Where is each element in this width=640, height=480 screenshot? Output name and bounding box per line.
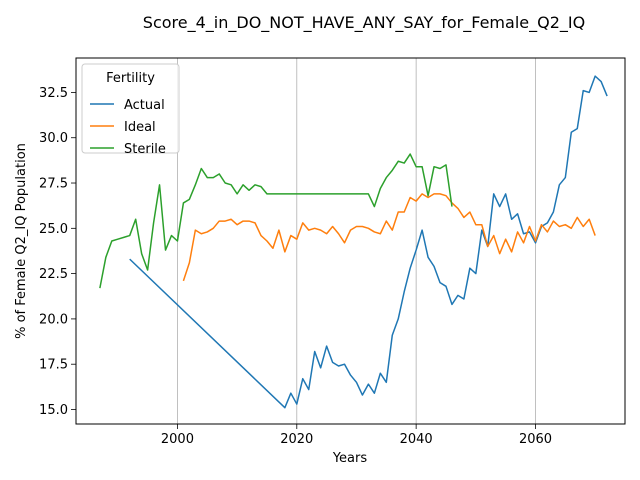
y-tick-label: 32.5 (39, 86, 68, 101)
y-tick-label: 15.0 (39, 403, 68, 418)
legend-label-actual: Actual (124, 98, 165, 113)
y-axis-label: % of Female Q2_IQ Population (14, 143, 29, 339)
y-tick-label: 17.5 (39, 358, 68, 373)
legend-box (81, 63, 180, 154)
legend-label-ideal: Ideal (124, 120, 156, 135)
legend-label-sterile: Sterile (124, 142, 166, 157)
y-tick-label: 22.5 (39, 267, 68, 282)
x-tick-label: 2020 (280, 432, 313, 447)
plot-frame (75, 57, 626, 425)
series-lines (99, 75, 608, 409)
y-axis-ticks: 15.0 17.5 20.0 22.5 25.0 27.5 30.0 32.5 (39, 86, 76, 418)
y-tick-label: 30.0 (39, 131, 68, 146)
x-tick-label: 2040 (400, 432, 433, 447)
y-tick-label: 20.0 (39, 312, 68, 327)
series-line-sterile (99, 153, 453, 289)
series-line-ideal (182, 193, 596, 282)
x-tick-label: 2060 (519, 432, 552, 447)
x-tick-label: 2000 (161, 432, 194, 447)
y-tick-label: 25.0 (39, 222, 68, 237)
x-axis-ticks: 2000 2020 2040 2060 (161, 424, 552, 447)
y-tick-label: 27.5 (39, 177, 68, 192)
legend: Fertility Actual Ideal Sterile (81, 63, 180, 157)
chart-title: Score_4_in_DO_NOT_HAVE_ANY_SAY_for_Femal… (143, 13, 585, 33)
legend-title: Fertility (106, 71, 155, 86)
series-line-actual (129, 75, 608, 409)
x-axis-label: Years (332, 451, 368, 466)
